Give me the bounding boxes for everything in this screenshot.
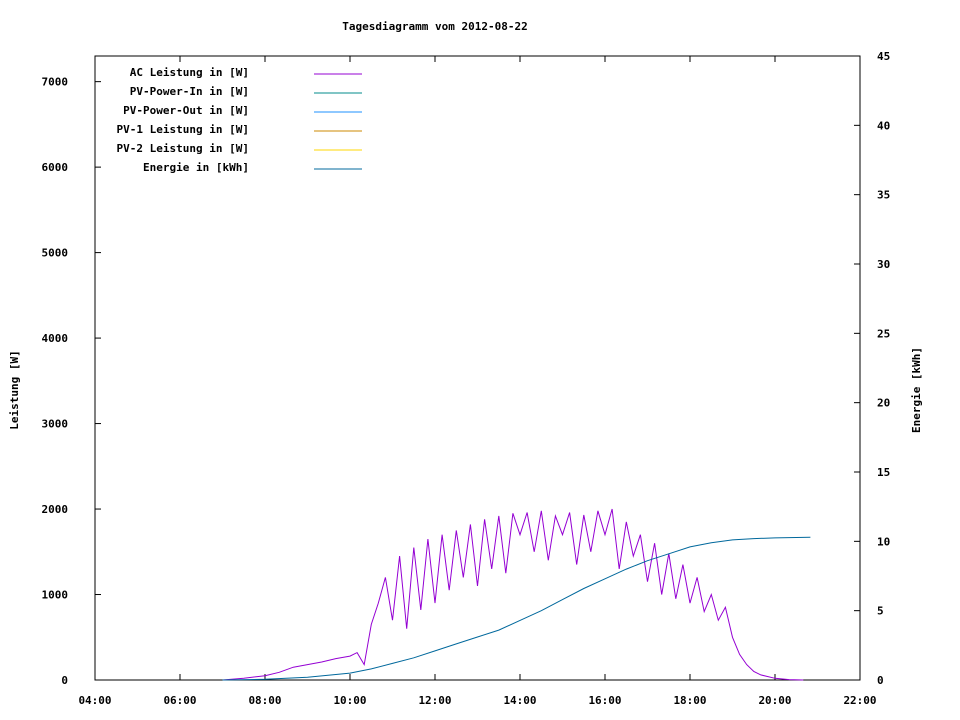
y2-tick-label: 25 [877, 327, 890, 340]
y2-tick-label: 35 [877, 189, 890, 202]
x-tick-label: 08:00 [248, 694, 281, 707]
y-tick-label: 6000 [42, 161, 69, 174]
y2-tick-label: 5 [877, 605, 884, 618]
x-tick-label: 14:00 [503, 694, 536, 707]
y2-axis-label: Energie [kWh] [910, 347, 923, 433]
x-tick-label: 10:00 [333, 694, 366, 707]
y2-tick-label: 45 [877, 50, 890, 63]
y-tick-label: 3000 [42, 418, 69, 431]
x-tick-label: 16:00 [588, 694, 621, 707]
x-tick-label: 20:00 [758, 694, 791, 707]
y2-tick-label: 0 [877, 674, 884, 687]
x-tick-label: 12:00 [418, 694, 451, 707]
legend-label: PV-Power-In in [W] [130, 85, 249, 98]
y-axis-label: Leistung [W] [8, 350, 21, 429]
legend-label: PV-1 Leistung in [W] [117, 123, 249, 136]
x-tick-label: 06:00 [163, 694, 196, 707]
legend-label: PV-Power-Out in [W] [123, 104, 249, 117]
y2-tick-label: 40 [877, 119, 890, 132]
series-line-5 [222, 536, 811, 681]
series-layer [222, 508, 811, 681]
y2-tick-label: 10 [877, 535, 890, 548]
x-tick-label: 22:00 [843, 694, 876, 707]
series-line-0 [222, 508, 804, 681]
axis-ticks: 04:00 06:00 08:00 10:00 12:00 14:00 16:00 18:00… [42, 50, 891, 707]
legend: AC Leistung in [W] PV-Power-In in [W] PV-P… [117, 66, 362, 174]
chart-title: Tagesdiagramm vom 2012-08-22 [342, 20, 527, 33]
x-tick-label: 04:00 [78, 694, 111, 707]
y-tick-label: 4000 [42, 332, 69, 345]
y-tick-label: 0 [61, 674, 68, 687]
x-tick-label: 18:00 [673, 694, 706, 707]
legend-label: AC Leistung in [W] [130, 66, 249, 79]
plot-frame [94, 55, 861, 681]
y2-tick-label: 30 [877, 258, 890, 271]
y-tick-label: 5000 [42, 247, 69, 260]
y2-tick-label: 20 [877, 397, 890, 410]
legend-label: PV-2 Leistung in [W] [117, 142, 249, 155]
y-tick-label: 2000 [42, 503, 69, 516]
y2-tick-label: 15 [877, 466, 890, 479]
y-tick-label: 7000 [42, 76, 69, 89]
y-tick-label: 1000 [42, 589, 69, 602]
legend-label: Energie in [kWh] [143, 161, 249, 174]
